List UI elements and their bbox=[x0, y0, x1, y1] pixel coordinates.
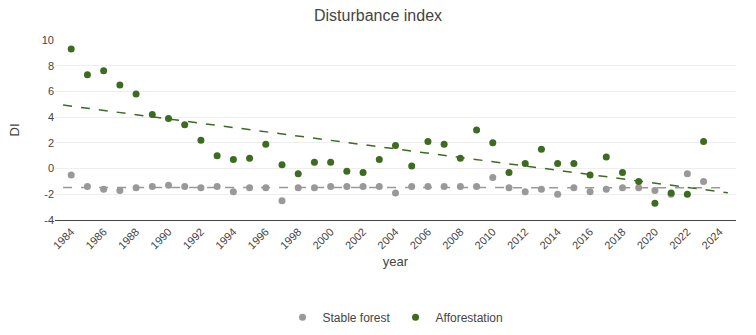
svg-text:1992: 1992 bbox=[180, 226, 206, 252]
svg-text:10: 10 bbox=[42, 34, 54, 46]
svg-text:1984: 1984 bbox=[51, 226, 77, 252]
svg-text:DI: DI bbox=[7, 124, 22, 137]
svg-text:1990: 1990 bbox=[148, 226, 174, 252]
svg-text:1988: 1988 bbox=[116, 226, 142, 252]
svg-text:-4: -4 bbox=[44, 214, 54, 226]
svg-text:2010: 2010 bbox=[472, 226, 498, 252]
svg-text:2002: 2002 bbox=[343, 226, 369, 252]
svg-text:Stable forest: Stable forest bbox=[323, 311, 391, 325]
svg-text:2004: 2004 bbox=[375, 226, 401, 252]
svg-text:2016: 2016 bbox=[570, 226, 596, 252]
svg-text:8: 8 bbox=[48, 60, 54, 72]
svg-text:2014: 2014 bbox=[537, 226, 563, 252]
svg-text:2: 2 bbox=[48, 137, 54, 149]
svg-text:6: 6 bbox=[48, 85, 54, 97]
svg-text:Disturbance index: Disturbance index bbox=[314, 7, 442, 24]
svg-text:year: year bbox=[383, 254, 409, 269]
svg-text:2006: 2006 bbox=[407, 226, 433, 252]
svg-text:1986: 1986 bbox=[83, 226, 109, 252]
svg-text:2018: 2018 bbox=[602, 226, 628, 252]
svg-text:2000: 2000 bbox=[310, 226, 336, 252]
svg-text:2020: 2020 bbox=[634, 226, 660, 252]
svg-text:2024: 2024 bbox=[699, 226, 725, 252]
svg-text:1998: 1998 bbox=[278, 226, 304, 252]
svg-text:2012: 2012 bbox=[505, 226, 531, 252]
svg-text:0: 0 bbox=[48, 162, 54, 174]
svg-text:2008: 2008 bbox=[440, 226, 466, 252]
svg-text:Afforestation: Afforestation bbox=[436, 311, 503, 325]
svg-text:4: 4 bbox=[48, 111, 54, 123]
svg-text:1994: 1994 bbox=[213, 226, 239, 252]
svg-text:2022: 2022 bbox=[667, 226, 693, 252]
svg-text:-2: -2 bbox=[44, 188, 54, 200]
svg-text:1996: 1996 bbox=[245, 226, 271, 252]
